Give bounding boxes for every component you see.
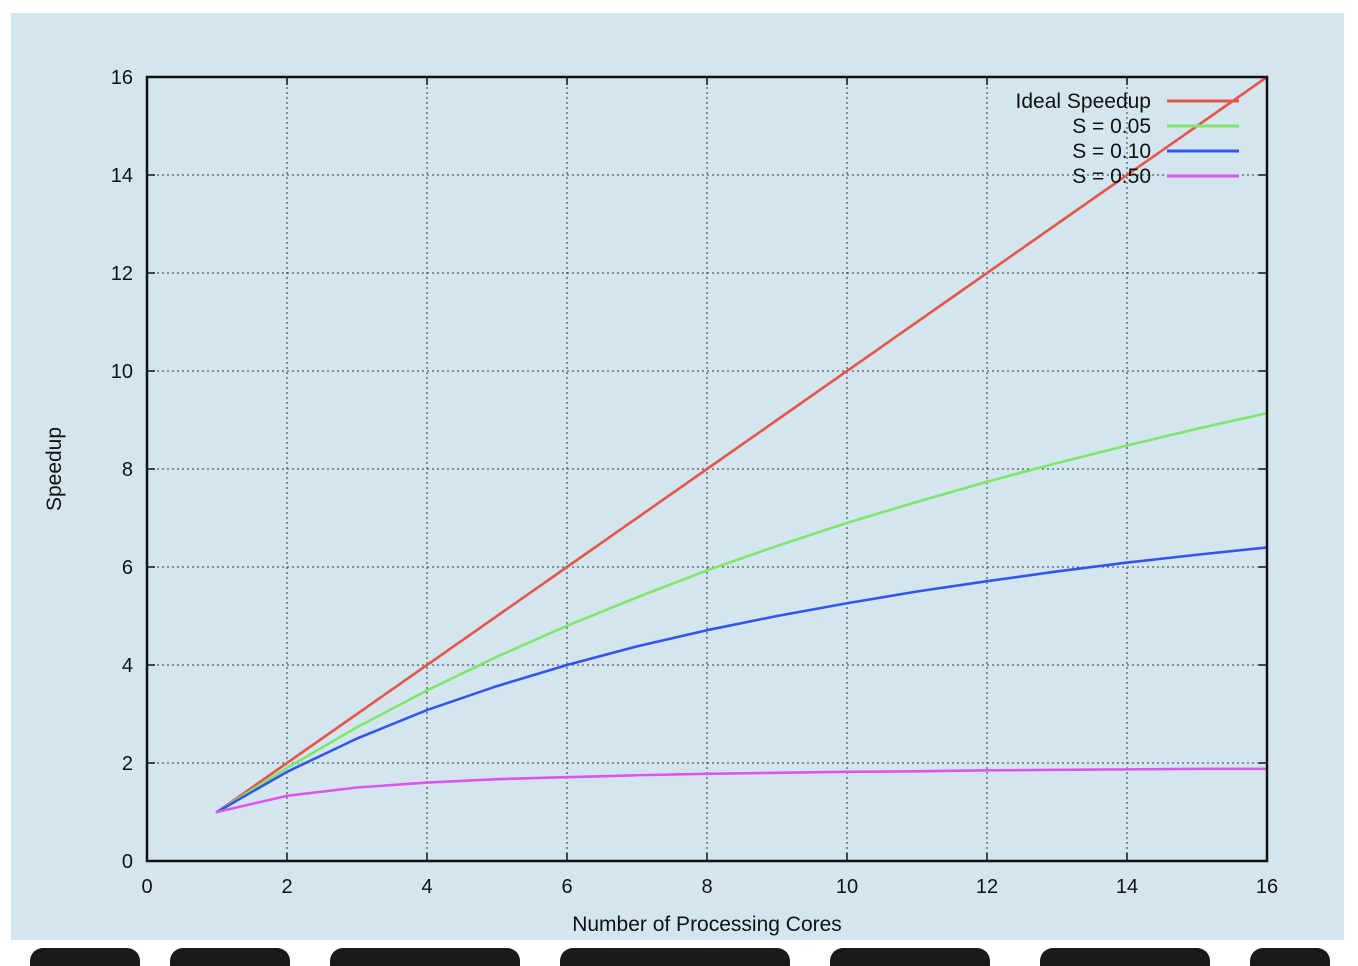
x-tick-label: 8 xyxy=(701,876,712,898)
speedup-line-chart: 0 2 4 6 8 10 12 14 16 0 2 4 6 8 10 12 14 16 Number of Pro… xyxy=(43,67,1278,936)
x-tick-label: 0 xyxy=(141,876,152,898)
tick-layer: 0 2 4 6 8 10 12 14 16 0 2 4 6 8 10 12 14 16 xyxy=(111,67,1278,898)
clipped-text-fragment xyxy=(30,948,140,966)
series-layer xyxy=(215,75,1269,814)
legend-label: S = 0.10 xyxy=(1072,140,1151,163)
clipped-text-fragment xyxy=(330,948,520,966)
x-axis-title: Number of Processing Cores xyxy=(572,913,842,936)
grid-layer xyxy=(147,77,1267,861)
clipped-body-text-strip xyxy=(0,940,1358,966)
x-tick-label: 14 xyxy=(1116,876,1138,898)
series-line-3 xyxy=(215,767,1269,814)
y-tick-label: 8 xyxy=(122,459,133,481)
chart-panel: 0 2 4 6 8 10 12 14 16 0 2 4 6 8 10 12 14 16 Number of Pro… xyxy=(11,13,1344,953)
legend-label: S = 0.50 xyxy=(1072,165,1151,188)
y-tick-label: 0 xyxy=(122,851,133,873)
y-tick-label: 2 xyxy=(122,753,133,775)
y-tick-label: 16 xyxy=(111,67,133,89)
x-tick-label: 12 xyxy=(976,876,998,898)
y-tick-label: 4 xyxy=(122,655,133,677)
clipped-text-fragment xyxy=(560,948,790,966)
y-tick-label: 12 xyxy=(111,263,133,285)
x-tick-label: 10 xyxy=(836,876,858,898)
x-tick-label: 6 xyxy=(561,876,572,898)
series-line-2 xyxy=(215,546,1269,814)
series-line-1 xyxy=(215,411,1269,814)
y-tick-label: 10 xyxy=(111,361,133,383)
x-tick-label: 2 xyxy=(281,876,292,898)
clipped-text-fragment xyxy=(1040,948,1210,966)
legend-label: Ideal Speedup xyxy=(1016,90,1151,113)
y-axis-title: Speedup xyxy=(43,427,66,511)
clipped-text-fragment xyxy=(1250,948,1330,966)
y-tick-label: 14 xyxy=(111,165,133,187)
x-tick-label: 16 xyxy=(1256,876,1278,898)
y-tick-label: 6 xyxy=(122,557,133,579)
legend-label: S = 0.05 xyxy=(1072,115,1151,138)
series-line-0 xyxy=(215,75,1269,814)
clipped-text-fragment xyxy=(830,948,990,966)
x-tick-label: 4 xyxy=(421,876,432,898)
clipped-text-fragment xyxy=(170,948,290,966)
